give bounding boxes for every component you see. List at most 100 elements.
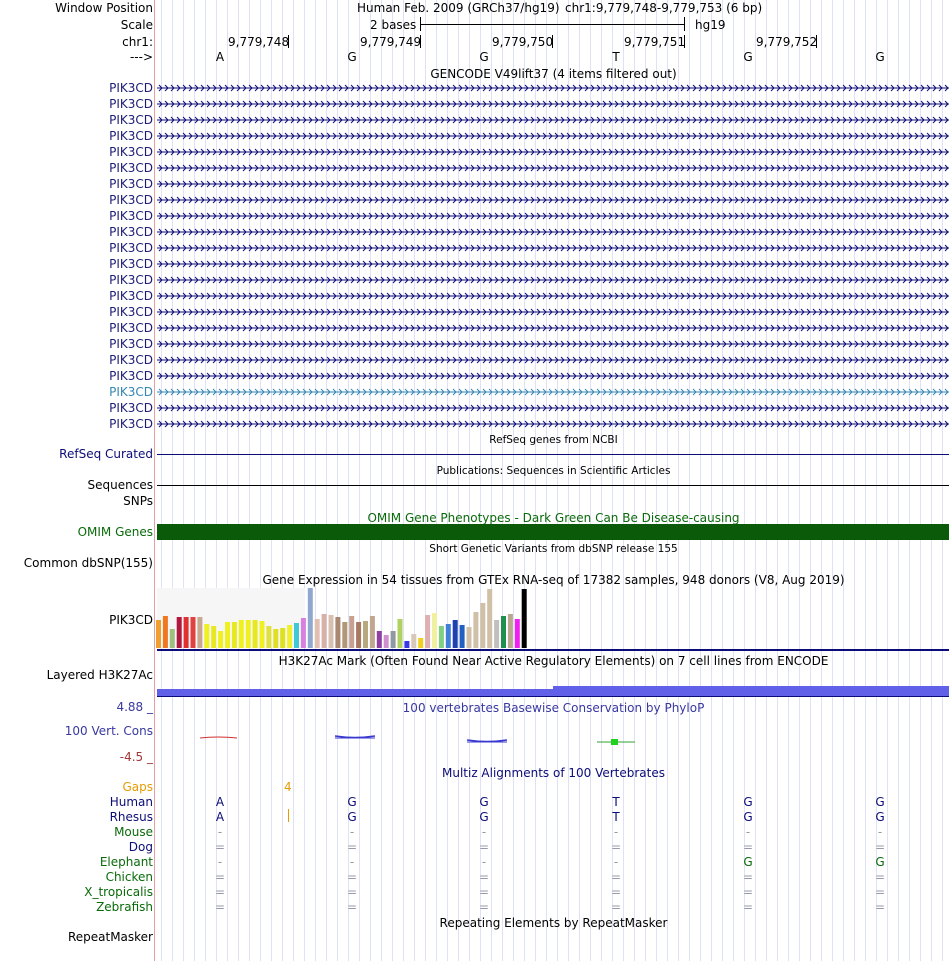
dbsnp-track-label[interactable]: Common dbSNP(155): [23, 556, 153, 570]
gaps-label[interactable]: Gaps: [122, 780, 153, 794]
gtex-track-label[interactable]: PIK3CD: [109, 613, 153, 627]
gencode-transcript[interactable]: [157, 308, 949, 316]
gtex-tissue-bar[interactable]: [383, 635, 389, 648]
gtex-tissue-bar[interactable]: [321, 614, 327, 648]
multiz-species-label[interactable]: X_tropicalis: [84, 885, 153, 899]
gtex-tissue-bar[interactable]: [445, 624, 451, 648]
position-text[interactable]: chr1:9,779,748-9,779,753 (6 bp): [565, 1, 763, 15]
gencode-transcript[interactable]: [157, 228, 949, 236]
gencode-transcript[interactable]: [157, 84, 949, 92]
snps-track-label[interactable]: SNPs: [123, 494, 153, 508]
gencode-transcript[interactable]: [157, 388, 949, 396]
gtex-tissue-bar[interactable]: [480, 603, 486, 648]
gtex-tissue-bar[interactable]: [314, 619, 320, 648]
gtex-tissue-bar[interactable]: [294, 623, 299, 648]
publications-track-line[interactable]: [157, 485, 949, 486]
gencode-transcript[interactable]: [157, 100, 949, 108]
gtex-tissue-bar[interactable]: [300, 618, 306, 648]
h3k27ac-track-title[interactable]: H3K27Ac Mark (Often Found Near Active Re…: [278, 654, 829, 668]
gencode-transcript[interactable]: [157, 116, 949, 124]
gtex-tissue-bar[interactable]: [307, 588, 313, 648]
gtex-tissue-bar[interactable]: [169, 629, 175, 648]
multiz-species-label[interactable]: Rhesus: [109, 810, 153, 824]
publications-track-title[interactable]: Publications: Sequences in Scientific Ar…: [436, 465, 671, 477]
gencode-item-label[interactable]: PIK3CD: [109, 273, 153, 287]
gtex-tissue-bar[interactable]: [521, 589, 527, 648]
gencode-transcript[interactable]: [157, 180, 949, 188]
h3k27ac-signal-right[interactable]: [553, 686, 949, 696]
gencode-item-label[interactable]: PIK3CD: [109, 385, 153, 399]
gtex-tissue-bar[interactable]: [176, 617, 182, 648]
gencode-item-label[interactable]: PIK3CD: [109, 193, 153, 207]
gtex-tissue-bar[interactable]: [390, 631, 396, 648]
multiz-species-label[interactable]: Human: [109, 795, 153, 809]
gencode-item-label[interactable]: PIK3CD: [109, 353, 153, 367]
gtex-tissue-bar[interactable]: [411, 634, 417, 648]
gencode-item-label[interactable]: PIK3CD: [109, 369, 153, 383]
gencode-transcript[interactable]: [157, 356, 949, 364]
gtex-tissue-bar[interactable]: [245, 620, 251, 648]
gencode-item-label[interactable]: PIK3CD: [109, 129, 153, 143]
gencode-item-label[interactable]: PIK3CD: [109, 113, 153, 127]
gencode-item-label[interactable]: PIK3CD: [109, 337, 153, 351]
gtex-track-title[interactable]: Gene Expression in 54 tissues from GTEx …: [262, 573, 845, 587]
gencode-transcript[interactable]: [157, 212, 949, 220]
gtex-tissue-bar[interactable]: [280, 628, 286, 648]
h3k27ac-track-label[interactable]: Layered H3K27Ac: [46, 668, 153, 682]
multiz-species-label[interactable]: Mouse: [114, 825, 153, 839]
omim-track-label[interactable]: OMIM Genes: [77, 525, 153, 539]
gtex-tissue-bar[interactable]: [501, 616, 506, 648]
gtex-tissue-bar[interactable]: [211, 626, 217, 648]
h3k27ac-signal-left[interactable]: [157, 689, 553, 696]
gtex-tissue-bar[interactable]: [162, 616, 168, 648]
phylop-track-title[interactable]: 100 vertebrates Basewise Conservation by…: [402, 701, 705, 715]
gtex-tissue-bar[interactable]: [418, 638, 424, 648]
gtex-tissue-bar[interactable]: [349, 616, 355, 648]
refseq-track-title[interactable]: RefSeq genes from NCBI: [489, 434, 618, 446]
gencode-item-label[interactable]: PIK3CD: [109, 177, 153, 191]
phylop-track-label[interactable]: 100 Vert. Cons: [64, 724, 153, 738]
gencode-transcript[interactable]: [157, 164, 949, 172]
gencode-transcript[interactable]: [157, 420, 949, 428]
gtex-tissue-bar[interactable]: [452, 620, 458, 648]
gencode-item-label[interactable]: PIK3CD: [109, 97, 153, 111]
gencode-transcript[interactable]: [157, 404, 949, 412]
gtex-tissue-bar[interactable]: [328, 615, 334, 648]
gencode-transcript[interactable]: [157, 372, 949, 380]
gtex-tissue-bar[interactable]: [218, 631, 224, 648]
gencode-transcript[interactable]: [157, 196, 949, 204]
gencode-transcript[interactable]: [157, 132, 949, 140]
repeatmasker-track-label[interactable]: RepeatMasker: [67, 930, 153, 944]
gencode-transcript[interactable]: [157, 148, 949, 156]
gencode-item-label[interactable]: PIK3CD: [109, 257, 153, 271]
gencode-item-label[interactable]: PIK3CD: [109, 305, 153, 319]
omim-feature-bar[interactable]: [157, 524, 949, 540]
gencode-item-label[interactable]: PIK3CD: [109, 241, 153, 255]
gtex-tissue-bar[interactable]: [438, 626, 444, 648]
gtex-tissue-bar[interactable]: [514, 619, 520, 648]
gencode-track-title[interactable]: GENCODE V49lift37 (4 items filtered out): [430, 67, 677, 81]
gtex-tissue-bar[interactable]: [376, 631, 382, 648]
gtex-tissue-bar[interactable]: [190, 617, 196, 648]
gtex-tissue-bar[interactable]: [487, 589, 493, 648]
gtex-tissue-bar[interactable]: [507, 614, 513, 648]
gtex-tissue-bar[interactable]: [363, 621, 368, 648]
repeatmasker-track-title[interactable]: Repeating Elements by RepeatMasker: [439, 916, 668, 930]
gtex-tissue-bar[interactable]: [342, 622, 348, 648]
gencode-item-label[interactable]: PIK3CD: [109, 209, 153, 223]
gencode-item-label[interactable]: PIK3CD: [109, 81, 153, 95]
refseq-track-label[interactable]: RefSeq Curated: [59, 447, 153, 461]
gtex-tissue-bar[interactable]: [273, 629, 279, 648]
gencode-transcript[interactable]: [157, 244, 949, 252]
gencode-item-label[interactable]: PIK3CD: [109, 289, 153, 303]
gtex-tissue-bar[interactable]: [259, 621, 265, 648]
gtex-tissue-bar[interactable]: [156, 620, 161, 648]
gtex-tissue-bar[interactable]: [369, 616, 375, 648]
gtex-tissue-bar[interactable]: [252, 620, 258, 648]
gtex-tissue-bar[interactable]: [466, 627, 472, 648]
gencode-transcript[interactable]: [157, 340, 949, 348]
gtex-tissue-bar[interactable]: [266, 626, 272, 648]
omim-track-title[interactable]: OMIM Gene Phenotypes - Dark Green Can Be…: [367, 511, 740, 525]
gtex-tissue-bar[interactable]: [197, 617, 203, 648]
gtex-tissue-bar[interactable]: [425, 615, 431, 648]
